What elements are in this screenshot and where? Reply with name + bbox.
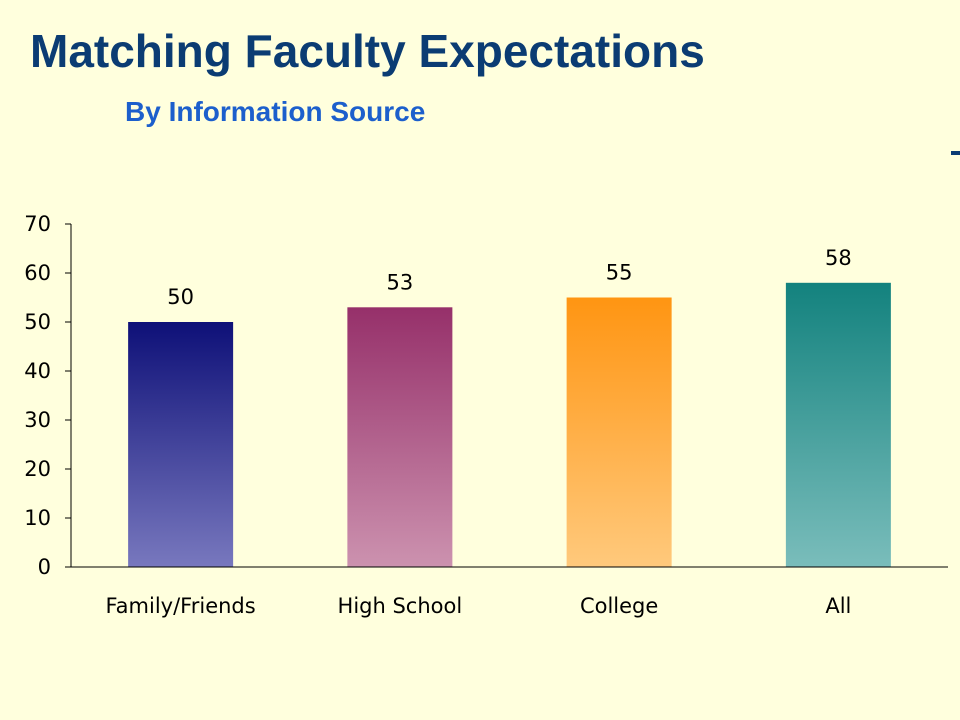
bar-high-school	[347, 307, 453, 567]
data-label: 53	[387, 270, 414, 294]
y-tick-label: 10	[24, 506, 51, 530]
chart-title: Matching Faculty Expectations	[30, 25, 705, 77]
bars-group	[128, 282, 891, 567]
bar-family-friends	[128, 322, 234, 567]
decorative-dash	[951, 151, 960, 155]
y-tick-label: 40	[24, 359, 51, 383]
y-tick-label: 0	[38, 555, 51, 579]
data-label: 58	[825, 246, 852, 270]
y-tick-label: 20	[24, 457, 51, 481]
x-category-label: College	[580, 594, 658, 618]
x-axis: Family/Friends High School College All	[71, 566, 948, 618]
x-category-label: High School	[338, 594, 463, 618]
data-label: 55	[606, 261, 633, 285]
data-label: 50	[167, 285, 194, 309]
chart-subtitle: By Information Source	[125, 96, 426, 127]
x-category-label: All	[825, 594, 851, 618]
y-tick-label: 70	[24, 212, 51, 236]
y-axis: 0 10 20 30 40 50 60 70	[24, 212, 72, 579]
x-category-label: Family/Friends	[106, 594, 256, 618]
bar-college	[566, 297, 672, 567]
y-tick-label: 60	[24, 261, 51, 285]
y-tick-label: 50	[24, 310, 51, 334]
bar-all	[785, 282, 891, 567]
data-labels-group: 50 53 55 58	[167, 246, 851, 309]
y-tick-label: 30	[24, 408, 51, 432]
